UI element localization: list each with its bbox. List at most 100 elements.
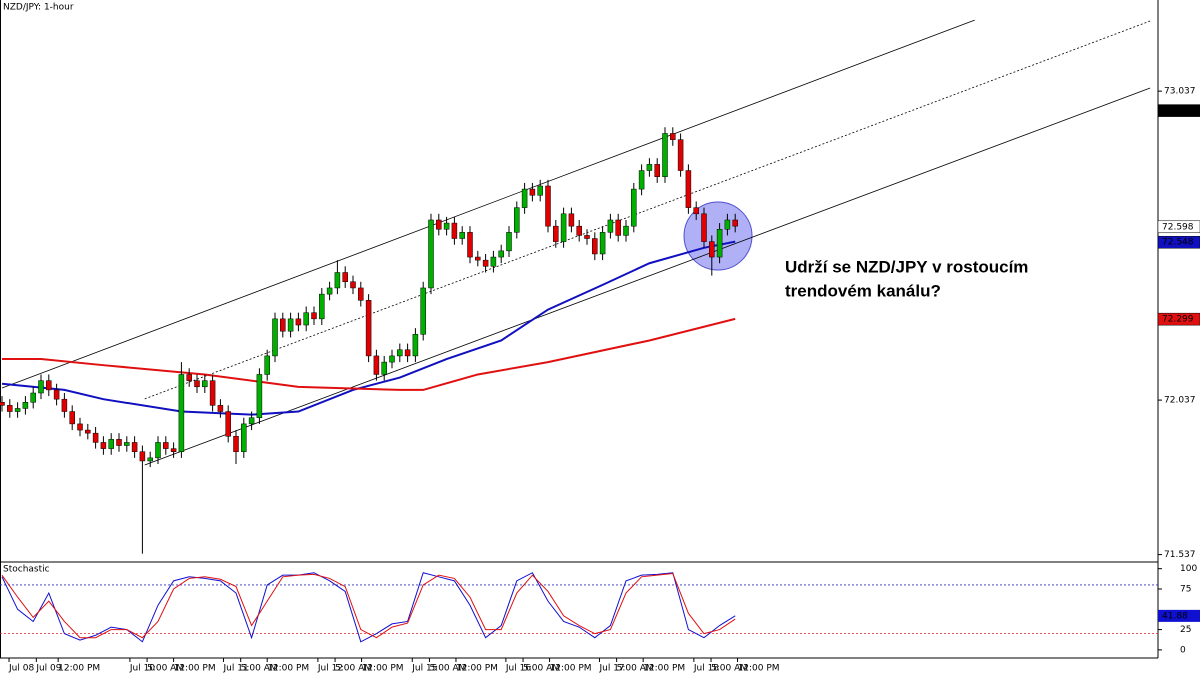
candle-body [521,188,528,208]
candle-body [560,213,567,242]
trendline [144,20,1151,400]
candle-body [607,219,614,233]
candle-body [599,232,606,255]
x-tick-label: 5:00 AM [617,664,654,674]
candle-body [724,219,731,230]
moving-average [2,317,736,391]
x-tick-label: 12:00 PM [643,664,685,674]
candle-body [529,188,536,196]
candle-body [420,287,426,335]
candle-body [709,241,715,258]
candle-body [303,312,309,326]
candle-body [178,374,185,452]
candle-body [428,219,434,289]
candle-body [677,139,684,171]
candle-body [280,318,286,332]
candle-body [701,213,707,242]
price-marker [1157,235,1200,249]
x-tick-label: 5:00 AM [429,664,466,674]
candle-body [100,442,107,449]
moving-average [1,240,736,416]
candle-body [654,164,660,177]
indicator-marker-label: 41.88 [1162,611,1188,621]
x-tick-label: 5:00 AM [241,664,278,674]
candle-body [0,402,5,406]
trendline [144,87,1151,466]
x-tick-label: 12:00 PM [174,664,216,674]
price-marker-label: 72.548 [1162,238,1194,248]
candle-body [490,256,497,267]
candle-body [225,411,231,437]
candle-body [14,408,21,412]
indicator-marker [1158,609,1200,622]
annotation: Udrží se NZD/JPY v rostoucím [785,257,1028,276]
price-marker-label: 72.299 [1162,315,1194,325]
candle-body [670,133,676,140]
candle-body [514,207,520,233]
price-marker [1157,104,1200,117]
candle-body [638,170,645,190]
candle-body [358,287,364,301]
candle-body [233,436,239,452]
candle-body [342,272,348,283]
candle-body [553,225,559,242]
candle-body [46,380,52,391]
candle-body [202,380,208,388]
y-tick-label: 25 [1180,625,1191,635]
candle-body [116,439,122,446]
candle-body [412,334,419,357]
candle-body [732,219,738,227]
x-tick-label: Jul 09 [35,664,61,674]
candle-body [623,225,629,236]
x-tick-label: Jul 18 [693,664,719,674]
x-tick-label: 12:00 PM [362,664,404,674]
candle-body [467,232,473,258]
x-tick-label: 5:00 AM [523,664,560,674]
candle-body [389,355,395,363]
annotation: trendovém kanálu? [785,281,941,300]
x-tick-label: 12:00 PM [58,664,100,674]
candle-body [186,374,192,381]
candle-body [92,432,99,443]
y-tick-label: 100 [1180,564,1197,574]
candle-body [662,133,668,177]
candle-body [131,442,138,452]
candle-body [319,293,325,320]
candle-body [443,222,450,230]
candle-body [693,207,699,215]
x-tick-label: Jul 12 [317,664,343,674]
candle-body [576,225,582,236]
candle-body [287,318,294,332]
candle-body [108,439,114,449]
candle-body [584,235,590,239]
x-tick-label: 12:00 PM [456,664,498,674]
candle-body [38,380,44,394]
candle-body [592,238,598,255]
candle-body [311,312,317,320]
candle-body [545,185,551,227]
candle-body [631,188,637,227]
candle-body [264,355,270,375]
candle-body [256,374,263,418]
candle-body [22,402,29,409]
candle-body [170,448,177,452]
x-tick-label: Jul 10 [129,664,155,674]
y-tick-label: 72.037 [1164,396,1196,406]
candle-body [365,300,372,357]
candle-body [537,185,543,196]
candle-body [646,164,653,171]
candle-body [506,232,512,252]
candle-body [716,228,723,258]
candle-body [350,281,356,289]
stochastic-line [1,573,736,639]
candle-body [373,355,380,375]
x-tick-label: 5:00 AM [147,664,184,674]
candle-body [194,380,200,388]
candle-body [248,417,255,425]
x-tick-label: 12:00 PM [267,664,309,674]
candle-body [163,442,169,449]
price-marker-label: 72.598 [1162,222,1194,232]
price-marker-label: 72.974 [1162,106,1194,116]
